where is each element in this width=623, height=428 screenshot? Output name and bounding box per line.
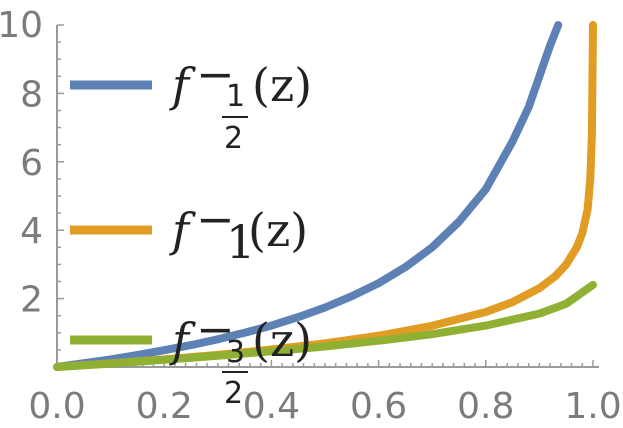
legend-label-series-2-arg: (z) [248,203,308,257]
x-tick-label: 0.2 [136,386,193,427]
x-tick-label: 0.0 [28,386,85,427]
x-tick-label: 0.4 [243,386,300,427]
legend-label-series-3-sup: − [196,302,235,356]
y-tick-label: 4 [20,211,43,252]
legend: f − 1 2 (z) f − 1 (z) f − 3 2 (z) [70,47,312,411]
legend-label-series-1-sub-num: 1 [226,79,245,114]
legend-label-series-3-arg: (z) [252,313,312,367]
x-tick-label: 1.0 [564,386,621,427]
legend-label-series-1-sub-den: 2 [224,121,243,156]
series-line-1 [53,21,563,371]
legend-label-series-3-sub-num: 3 [226,335,245,370]
legend-label-series-1-arg: (z) [252,58,312,112]
tick-labels: 0.0 0.2 0.4 0.6 0.8 1.0 2 4 6 8 10 [0,5,622,427]
legend-label-series-2-sub: 1 [226,215,255,269]
x-tick-label: 0.8 [457,386,514,427]
x-tick-label: 0.6 [350,386,407,427]
y-tick-label: 8 [20,74,43,115]
y-tick-label: 10 [0,5,43,46]
legend-label-series-2-sup: − [196,192,235,246]
legend-label-series-1-main: f [169,58,196,112]
legend-label-series-1-sup: − [196,47,235,101]
legend-label-series-3-sub-den: 2 [224,376,243,411]
series-layer [53,21,597,371]
y-tick-label: 2 [20,280,43,321]
legend-label-series-2-main: f [169,203,196,257]
series-line-3 [53,280,597,371]
y-tick-label: 6 [20,143,43,184]
